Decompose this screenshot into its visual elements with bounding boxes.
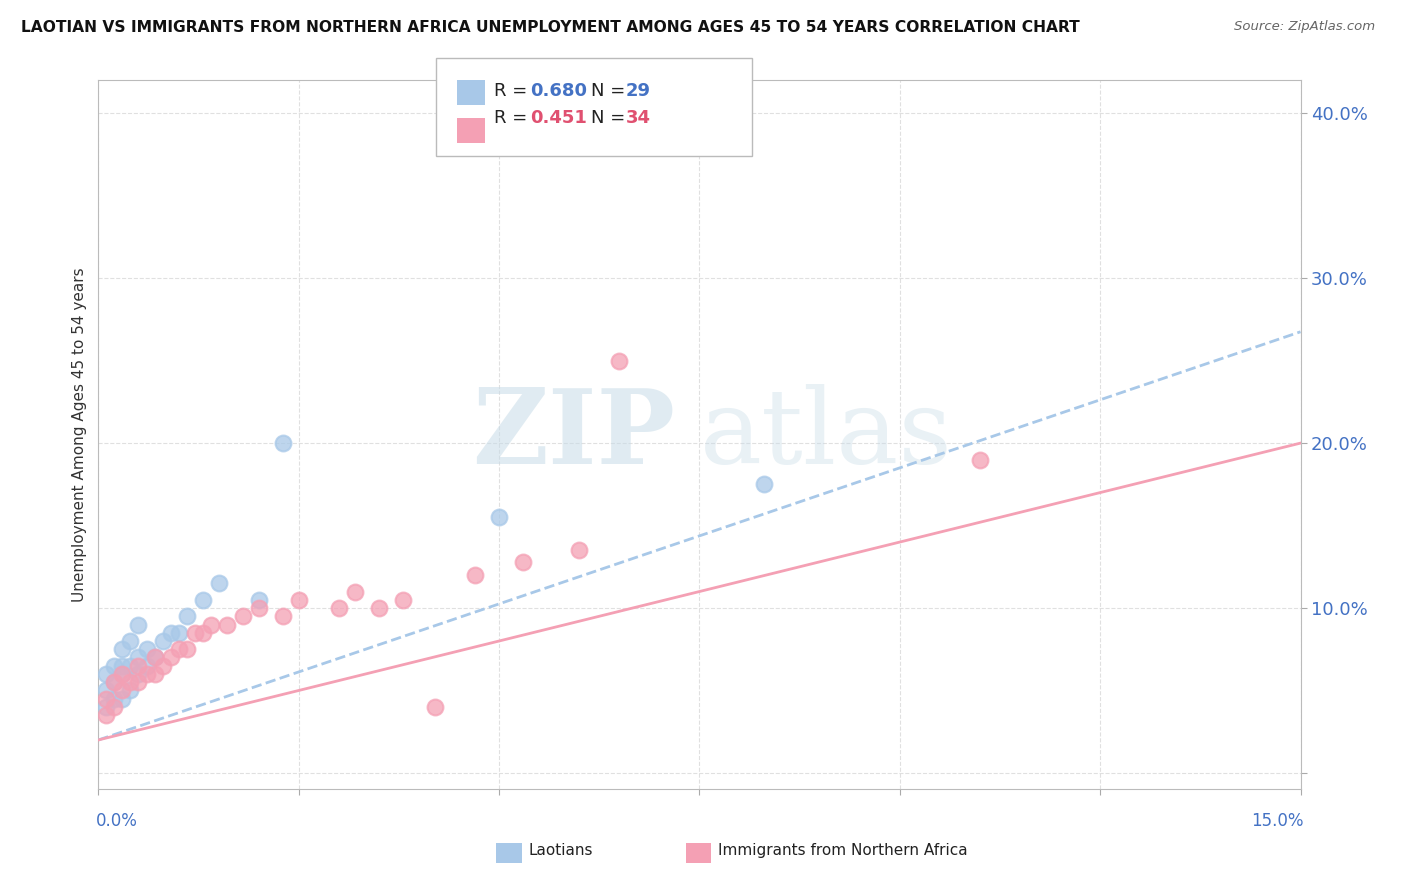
Point: [215, 617, 238, 632]
Point: [120, 675, 142, 690]
Point: [969, 452, 991, 467]
Point: [128, 675, 150, 690]
Point: [135, 658, 157, 673]
Point: [208, 576, 231, 591]
Point: [96, 708, 118, 723]
Point: [423, 700, 446, 714]
Point: [111, 691, 134, 706]
Text: 15.0%: 15.0%: [1251, 812, 1303, 830]
Point: [568, 543, 591, 558]
Text: R =: R =: [494, 109, 533, 127]
Text: 0.0%: 0.0%: [96, 812, 138, 830]
Point: [103, 675, 125, 690]
Text: N =: N =: [591, 109, 630, 127]
Point: [288, 592, 311, 607]
Text: Immigrants from Northern Africa: Immigrants from Northern Africa: [718, 843, 969, 858]
Text: LAOTIAN VS IMMIGRANTS FROM NORTHERN AFRICA UNEMPLOYMENT AMONG AGES 45 TO 54 YEAR: LAOTIAN VS IMMIGRANTS FROM NORTHERN AFRI…: [21, 20, 1080, 35]
Point: [111, 667, 134, 681]
Point: [96, 667, 118, 681]
Point: [752, 477, 775, 491]
Point: [96, 683, 118, 698]
Text: Laotians: Laotians: [529, 843, 593, 858]
Point: [103, 658, 125, 673]
Point: [128, 617, 150, 632]
Point: [368, 601, 391, 615]
Point: [111, 642, 134, 657]
Point: [128, 658, 150, 673]
Text: 0.680: 0.680: [530, 82, 588, 100]
Point: [159, 625, 181, 640]
Point: [120, 683, 142, 698]
Point: [135, 667, 157, 681]
Point: [103, 700, 125, 714]
Point: [232, 609, 254, 624]
Point: [191, 625, 214, 640]
Point: [176, 642, 198, 657]
Text: atlas: atlas: [699, 384, 952, 486]
Point: [176, 609, 198, 624]
Point: [103, 675, 125, 690]
Point: [111, 658, 134, 673]
Point: [191, 592, 214, 607]
Point: [128, 667, 150, 681]
Point: [143, 667, 166, 681]
Point: [120, 634, 142, 648]
Point: [167, 625, 190, 640]
Point: [152, 658, 174, 673]
Y-axis label: Unemployment Among Ages 45 to 54 years: Unemployment Among Ages 45 to 54 years: [72, 268, 87, 602]
Point: [609, 353, 631, 368]
Point: [111, 667, 134, 681]
Point: [183, 625, 205, 640]
Point: [247, 601, 270, 615]
Point: [159, 650, 181, 665]
Point: [200, 617, 222, 632]
Point: [152, 634, 174, 648]
Point: [271, 609, 294, 624]
Text: Source: ZipAtlas.com: Source: ZipAtlas.com: [1234, 20, 1375, 33]
Point: [464, 568, 486, 582]
Point: [247, 592, 270, 607]
Point: [488, 510, 510, 524]
Text: 29: 29: [626, 82, 651, 100]
Point: [96, 691, 118, 706]
Text: 0.451: 0.451: [530, 109, 586, 127]
Point: [392, 592, 415, 607]
Text: 34: 34: [626, 109, 651, 127]
Point: [167, 642, 190, 657]
Text: ZIP: ZIP: [472, 384, 675, 486]
Point: [512, 555, 534, 569]
Point: [135, 642, 157, 657]
Point: [328, 601, 350, 615]
Point: [120, 658, 142, 673]
Point: [271, 436, 294, 450]
Point: [128, 650, 150, 665]
Point: [143, 650, 166, 665]
Point: [143, 650, 166, 665]
Point: [96, 700, 118, 714]
Point: [103, 691, 125, 706]
Text: R =: R =: [494, 82, 533, 100]
Text: N =: N =: [591, 82, 630, 100]
Point: [343, 584, 366, 599]
Point: [111, 683, 134, 698]
